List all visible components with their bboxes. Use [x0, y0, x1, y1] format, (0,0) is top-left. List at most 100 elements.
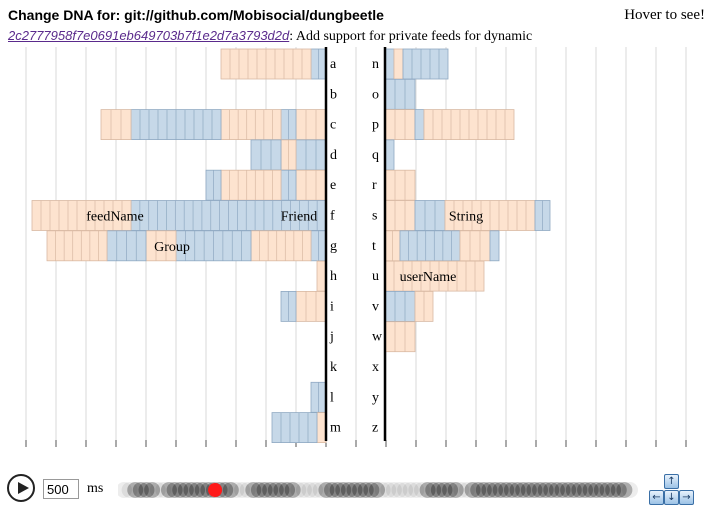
timeline-commit-dot [239, 482, 256, 498]
letter-label-x: x [372, 360, 379, 375]
timeline-commit-dot [132, 482, 149, 498]
timeline-commit-dot [515, 482, 532, 498]
commit-message: Add support for private feeds for dynami… [293, 29, 533, 44]
timeline-commit-dot [481, 482, 498, 498]
timeline-commit-dot [262, 482, 279, 498]
play-button[interactable] [7, 474, 35, 502]
letter-label-y: y [372, 390, 379, 405]
timeline-commit-dot [301, 482, 318, 498]
timeline-commit-dot [487, 482, 504, 498]
arrow-keys-control: ↑ ← ↓ → [648, 472, 694, 506]
timeline-commit-dot [217, 482, 234, 498]
timeline-commit-dot [295, 482, 312, 498]
timeline-commit-dot [250, 482, 267, 498]
letter-label-l: l [330, 390, 334, 405]
timeline-commit-dot [357, 482, 374, 498]
timeline-commit-dot [189, 482, 206, 498]
dna-bar-n [393, 48, 404, 80]
timeline-commit-dot [318, 482, 335, 498]
commit-line: 2c2777958f7e0691eb649703b7f1e2d7a3793d2d… [8, 28, 532, 45]
timeline-commit-dot [498, 482, 515, 498]
letter-label-s: s [372, 209, 377, 224]
word-label: feedName [86, 210, 144, 225]
timeline-commit-dot [121, 482, 138, 498]
timeline-commit-dot [279, 482, 296, 498]
timeline-commit-dot [312, 482, 329, 498]
commit-hash-link[interactable]: 2c2777958f7e0691eb649703b7f1e2d7a3793d2d [8, 28, 290, 43]
timeline-commit-dot [554, 482, 571, 498]
dna-bar-r [384, 169, 416, 201]
timeline-commit-dot [284, 482, 301, 498]
timeline-commit-dot [228, 482, 245, 498]
timeline-commit-dot [475, 482, 492, 498]
word-label: String [449, 210, 483, 225]
letter-label-n: n [372, 57, 379, 72]
timeline-commit-dot [194, 482, 211, 498]
letter-label-o: o [372, 87, 379, 102]
speed-input[interactable] [43, 479, 79, 499]
dna-bar-h [316, 260, 327, 292]
timeline-commit-dot [571, 482, 588, 498]
dna-bar-o [384, 78, 416, 110]
timeline-commit-dot [413, 482, 430, 498]
timeline-commit-dot [520, 482, 537, 498]
timeline-commit-dot [118, 482, 132, 498]
timeline-commit-dot [222, 482, 239, 498]
letter-label-m: m [330, 421, 341, 436]
timeline-commit-dot [593, 482, 610, 498]
letter-label-e: e [330, 178, 336, 193]
timeline-commit-dot [234, 482, 251, 498]
timeline-commit-dot [408, 482, 425, 498]
letter-label-g: g [330, 239, 337, 254]
timeline-commit-dot [160, 482, 177, 498]
letter-label-c: c [330, 118, 336, 133]
dna-bar-q [384, 139, 395, 171]
dna-bar-i [295, 290, 327, 322]
timeline-commit-dot [138, 482, 155, 498]
dna-bar-u [384, 260, 485, 292]
arrow-down-icon[interactable]: ↓ [664, 490, 679, 505]
letter-label-w: w [372, 330, 383, 345]
timeline-commit-dot [149, 482, 166, 498]
player-bar: ms ↑ ← ↓ → [0, 470, 711, 520]
timeline-commit-dot [453, 482, 470, 498]
timeline-commit-dot [503, 482, 520, 498]
timeline-commit-dot [352, 482, 369, 498]
dna-bar-n [384, 48, 395, 80]
speed-unit-label: ms [87, 481, 104, 496]
letter-label-u: u [372, 269, 379, 284]
timeline-commit-dot [464, 482, 481, 498]
letter-label-a: a [330, 57, 337, 72]
timeline-commit-dot [177, 482, 194, 498]
commit-separator: : [289, 29, 294, 44]
timeline-commit-dot [419, 482, 436, 498]
timeline-scrubber[interactable] [118, 478, 640, 502]
timeline-commit-dot [273, 482, 290, 498]
letter-label-k: k [330, 360, 337, 375]
timeline-commit-dot [340, 482, 357, 498]
timeline-commit-dot [430, 482, 447, 498]
timeline-commit-dot [127, 482, 144, 498]
arrow-up-icon[interactable]: ↑ [664, 474, 679, 489]
timeline-commit-dot [526, 482, 543, 498]
timeline-commit-dot [537, 482, 554, 498]
dna-bar-g [46, 230, 108, 262]
timeline-commit-dot [560, 482, 577, 498]
timeline-commit-dot [256, 482, 273, 498]
letter-label-j: j [329, 330, 334, 345]
dna-bar-e [295, 169, 327, 201]
dna-bar-t [399, 230, 461, 262]
timeline-commit-dot [509, 482, 526, 498]
timeline-commit-dot [155, 482, 172, 498]
dna-bar-v [384, 290, 416, 322]
dna-bar-d [250, 139, 282, 171]
arrow-right-icon[interactable]: → [679, 490, 694, 505]
letter-label-p: p [372, 118, 379, 133]
dna-bar-e [220, 169, 282, 201]
dna-bar-t [489, 230, 500, 262]
timeline-commit-dot [307, 482, 324, 498]
arrow-left-icon[interactable]: ← [649, 490, 664, 505]
timeline-commit-dot [470, 482, 487, 498]
timeline-commit-dot [543, 482, 560, 498]
